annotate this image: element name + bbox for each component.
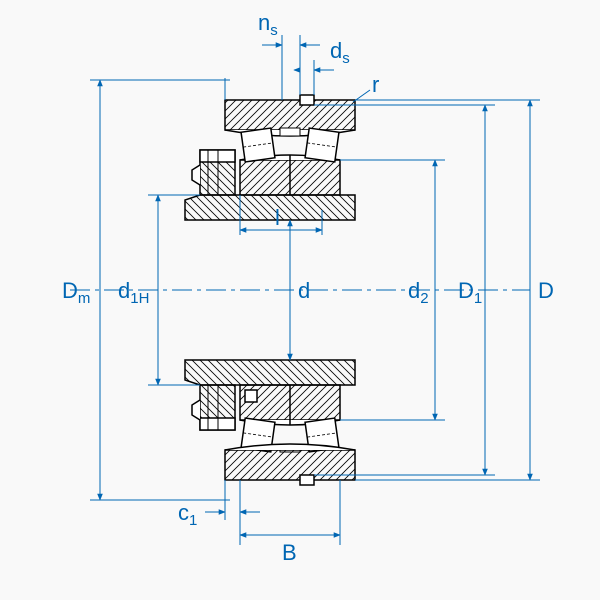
label-d: d (298, 278, 310, 303)
label-l: l (275, 205, 280, 230)
upper-cross-section (185, 95, 355, 220)
label-d1H: d1H (118, 278, 149, 307)
label-B: B (282, 540, 297, 565)
label-r: r (372, 72, 379, 97)
label-d2: d2 (408, 278, 429, 307)
label-D1: D1 (458, 278, 482, 307)
label-ds: ds (330, 38, 350, 67)
label-Dm: Dm (62, 278, 90, 307)
label-D: D (538, 278, 554, 303)
bearing-diagram: ns ds r l Dm d1H d d2 D1 D c1 B (0, 0, 600, 600)
label-c1: c1 (178, 500, 197, 529)
lower-cross-section (185, 360, 355, 485)
label-ns: ns (258, 10, 278, 39)
